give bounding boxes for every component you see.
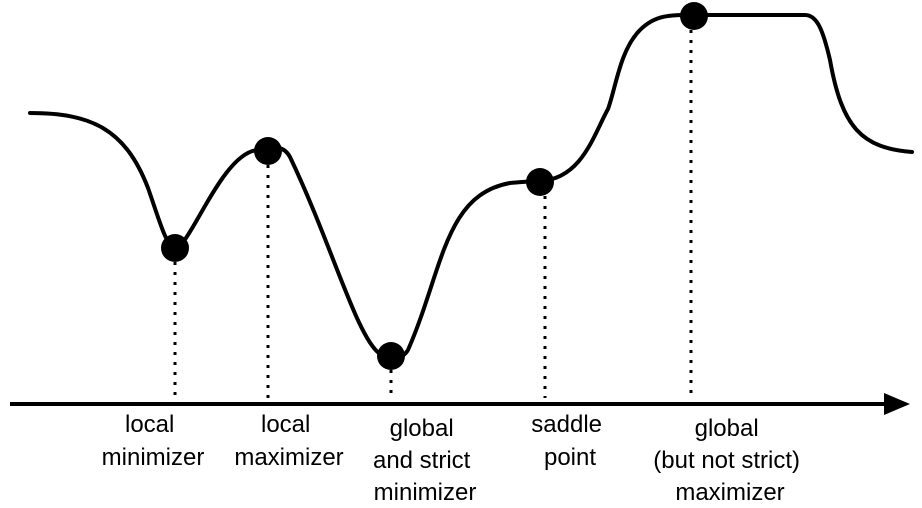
function-curve	[28, 12, 914, 361]
point-global-nonstrict-maximizer	[680, 2, 708, 30]
point-local-minimizer	[161, 234, 189, 262]
point-local-maximizer	[254, 137, 282, 165]
point-saddle	[526, 168, 554, 196]
x-axis-arrowhead	[884, 393, 910, 415]
label-global-strict-minimizer: global and strict minimizer	[373, 415, 477, 506]
label-local-minimizer: local minimizer	[102, 411, 205, 471]
label-local-maximizer: local maximizer	[234, 411, 343, 471]
point-global-strict-minimizer	[377, 342, 405, 370]
label-saddle-point: saddle point	[531, 411, 608, 471]
label-global-nonstrict-maximizer: global (but not strict) maximizer	[653, 415, 806, 506]
